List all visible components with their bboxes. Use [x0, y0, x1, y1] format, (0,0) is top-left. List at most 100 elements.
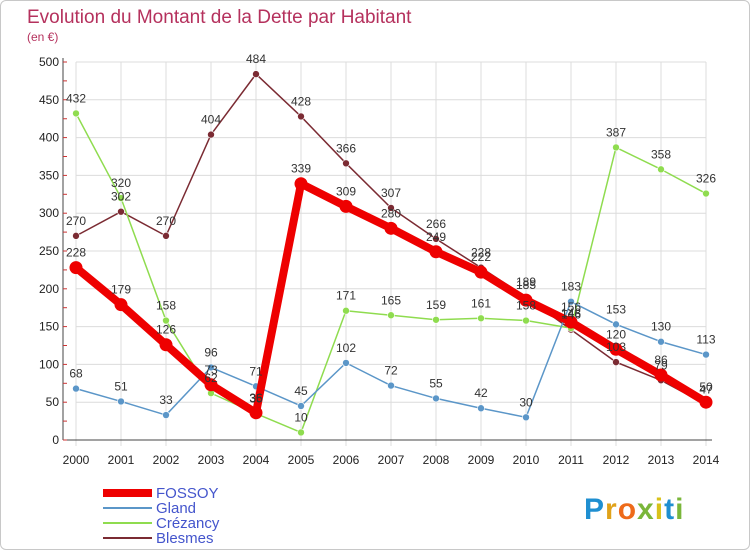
- proxiti-logo-letter: t: [664, 493, 675, 526]
- data-label-gland-2008: 55: [429, 376, 443, 390]
- data-point-gland-2001: [117, 397, 125, 406]
- data-label-fossoy-2007: 280: [381, 206, 401, 220]
- data-point-gland-2008: [432, 394, 440, 403]
- data-label-cr-zancy-2009: 161: [471, 296, 491, 310]
- data-label-blesmes-2013: 79: [654, 358, 668, 372]
- data-label-fossoy-2009: 222: [471, 250, 491, 264]
- data-label-gland-2009: 42: [474, 386, 488, 400]
- data-label-blesmes-2010: 189: [516, 275, 536, 289]
- data-point-fossoy-2005: [294, 177, 308, 191]
- data-label-gland-2013: 130: [651, 320, 671, 334]
- proxiti-logo-letter: i: [655, 493, 664, 526]
- x-tick-label-2005: 2005: [288, 453, 315, 467]
- data-point-cr-zancy-2010: [522, 316, 530, 325]
- data-label-gland-2004: 71: [249, 364, 263, 378]
- data-label-gland-2000: 68: [69, 367, 83, 381]
- legend-label-gland: Gland: [156, 500, 196, 517]
- x-tick-label-2001: 2001: [108, 453, 135, 467]
- data-label-blesmes-2014: 47: [699, 382, 713, 396]
- data-label-fossoy-2001: 179: [111, 283, 131, 297]
- data-label-blesmes-2001: 302: [111, 190, 131, 204]
- data-point-gland-2000: [72, 384, 80, 393]
- proxiti-logo: Proxiti: [584, 493, 684, 526]
- data-point-gland-2011: [567, 297, 575, 306]
- data-point-gland-2012: [612, 320, 620, 329]
- data-point-fossoy-2008: [429, 245, 443, 259]
- data-label-cr-zancy-2006: 171: [336, 289, 356, 303]
- data-label-cr-zancy-2000: 432: [66, 91, 86, 105]
- data-label-fossoy-2010: 185: [516, 278, 536, 292]
- data-label-blesmes-2009: 228: [471, 246, 491, 260]
- data-label-fossoy-2013: 86: [654, 353, 668, 367]
- legend-label-fossoy: FOSSOY: [156, 485, 219, 502]
- data-label-cr-zancy-2013: 358: [651, 147, 671, 161]
- data-point-fossoy-2000: [69, 261, 83, 275]
- data-label-cr-zancy-2010: 158: [516, 299, 536, 313]
- x-tick-label-2012: 2012: [603, 453, 630, 467]
- x-tick-label-2010: 2010: [513, 453, 540, 467]
- data-label-fossoy-2008: 249: [426, 230, 446, 244]
- data-label-blesmes-2011: 146: [561, 308, 581, 322]
- data-label-fossoy-2004: 36: [249, 391, 263, 405]
- chart-series: [69, 70, 713, 437]
- data-point-blesmes-2006: [342, 159, 350, 168]
- data-point-fossoy-2002: [159, 338, 173, 352]
- proxiti-logo-letter: o: [618, 493, 637, 526]
- data-point-cr-zancy-2009: [477, 314, 485, 323]
- series-gland: [72, 297, 710, 422]
- data-label-cr-zancy-2012: 387: [606, 125, 626, 139]
- x-tick-label-2003: 2003: [198, 453, 225, 467]
- x-tick-label-2014: 2014: [693, 453, 720, 467]
- data-label-blesmes-2007: 307: [381, 186, 401, 200]
- x-tick-label-2009: 2009: [468, 453, 495, 467]
- legend-label-blesmes: Blesmes: [156, 530, 214, 547]
- data-point-gland-2002: [162, 411, 170, 419]
- y-tick-label-150: 150: [39, 320, 59, 334]
- data-point-cr-zancy-2002: [162, 316, 170, 325]
- proxiti-logo-letter: x: [637, 493, 655, 526]
- data-point-fossoy-2003: [204, 378, 218, 392]
- data-point-blesmes-2000: [72, 232, 80, 240]
- data-label-blesmes-2005: 428: [291, 94, 311, 108]
- y-tick-label-250: 250: [39, 244, 59, 258]
- chart-title: Evolution du Montant de la Dette par Hab…: [27, 7, 412, 28]
- data-label-fossoy-2005: 339: [291, 162, 311, 176]
- data-point-gland-2006: [342, 359, 350, 367]
- data-label-gland-2002: 33: [159, 393, 173, 407]
- data-label-gland-2014: 113: [696, 333, 715, 347]
- data-label-fossoy-2011: 156: [561, 300, 581, 314]
- data-label-cr-zancy-2007: 165: [381, 293, 401, 307]
- y-tick-label-300: 300: [39, 206, 59, 220]
- data-label-gland-2010: 30: [519, 395, 533, 409]
- data-label-fossoy-2000: 228: [66, 246, 86, 260]
- data-label-gland-2003: 96: [204, 345, 218, 359]
- data-label-blesmes-2006: 366: [336, 141, 356, 155]
- x-tick-label-2011: 2011: [558, 453, 584, 467]
- data-point-fossoy-2009: [474, 265, 488, 279]
- data-point-blesmes-2002: [162, 232, 170, 240]
- data-point-fossoy-2001: [114, 298, 128, 312]
- data-label-blesmes-2008: 266: [426, 217, 446, 231]
- proxiti-logo-text: Proxiti: [584, 493, 684, 526]
- data-point-cr-zancy-2014: [702, 189, 710, 198]
- data-point-cr-zancy-2005: [297, 428, 305, 437]
- data-point-gland-2007: [387, 381, 395, 390]
- y-tick-label-200: 200: [39, 282, 59, 296]
- x-tick-label-2007: 2007: [378, 453, 405, 467]
- data-point-fossoy-2012: [609, 342, 623, 356]
- data-label-cr-zancy-2011: 148: [561, 306, 581, 320]
- data-point-blesmes-2007: [387, 204, 395, 212]
- data-label-blesmes-2002: 270: [156, 214, 176, 228]
- y-tick-label-100: 100: [39, 357, 59, 371]
- legend-label-cr-zancy: Crézancy: [156, 515, 220, 532]
- y-tick-label-50: 50: [46, 395, 60, 409]
- data-point-fossoy-2014: [699, 395, 713, 409]
- data-label-gland-2007: 72: [384, 364, 398, 378]
- data-point-cr-zancy-2008: [432, 315, 440, 324]
- data-point-cr-zancy-2001: [117, 194, 125, 202]
- proxiti-logo-letter: P: [584, 493, 605, 526]
- data-label-fossoy-2003: 73: [204, 363, 218, 377]
